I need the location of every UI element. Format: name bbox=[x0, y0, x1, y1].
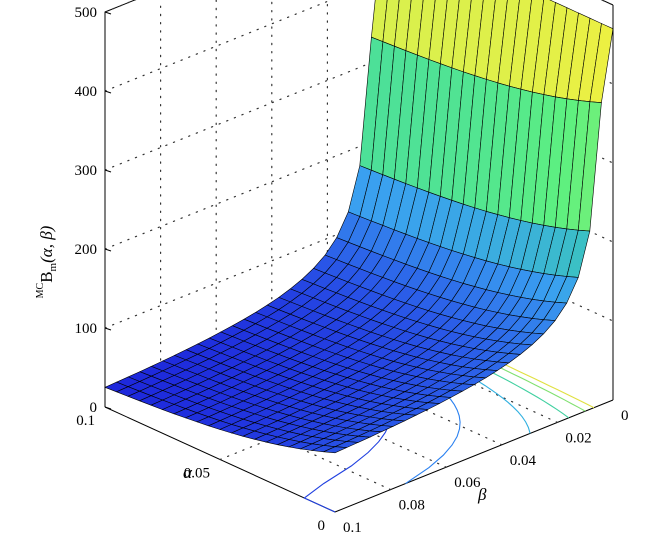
z-tick-mark bbox=[104, 169, 112, 173]
floor-gridline bbox=[215, 361, 447, 468]
surface-patch bbox=[323, 446, 347, 454]
alpha-axis-label: α bbox=[183, 463, 193, 482]
z-label-args: (α, β) bbox=[37, 225, 56, 263]
beta-axis-line bbox=[334, 399, 614, 513]
svg-text:MCBm(α, β): MCBm(α, β) bbox=[35, 225, 59, 298]
z-tick-mark bbox=[104, 11, 112, 15]
z-label-main: B bbox=[37, 271, 56, 282]
z-tick-mark bbox=[104, 327, 112, 331]
z-tick-label: 200 bbox=[75, 242, 98, 258]
beta-tick-label: 0.1 bbox=[343, 520, 362, 536]
alpha-tick-label: 0 bbox=[318, 518, 326, 534]
z-tick-mark bbox=[104, 406, 112, 410]
z-tick-label: 0 bbox=[90, 400, 98, 416]
z-tick-mark bbox=[104, 90, 112, 94]
z-tick-mark bbox=[104, 248, 112, 252]
floor-gridline bbox=[160, 384, 392, 491]
z-axis-label: MCBm(α, β) bbox=[35, 225, 59, 298]
beta-tick-label: 0.06 bbox=[454, 475, 481, 491]
beta-tick-label: 0.02 bbox=[565, 430, 591, 446]
z-tick-label: 400 bbox=[75, 84, 98, 100]
beta-tick-label: 0.04 bbox=[510, 453, 537, 469]
alpha-tick-label: 0.1 bbox=[76, 413, 95, 429]
floor-gridline bbox=[326, 316, 559, 423]
beta-tick-label: 0 bbox=[621, 408, 629, 424]
floor-gridline bbox=[271, 339, 503, 446]
beta-tick-label: 0.08 bbox=[399, 498, 425, 514]
z-tick-label: 500 bbox=[75, 5, 98, 21]
z-tick-label: 100 bbox=[75, 321, 98, 337]
z-label-sub: m bbox=[47, 262, 59, 271]
surface-mesh bbox=[104, 0, 614, 454]
beta-axis-label: β bbox=[477, 485, 487, 504]
box-edge bbox=[104, 0, 137, 13]
z-label-sup: MC bbox=[35, 282, 46, 298]
z-tick-label: 300 bbox=[75, 163, 98, 179]
alpha-tick-label: 0.05 bbox=[184, 466, 210, 482]
